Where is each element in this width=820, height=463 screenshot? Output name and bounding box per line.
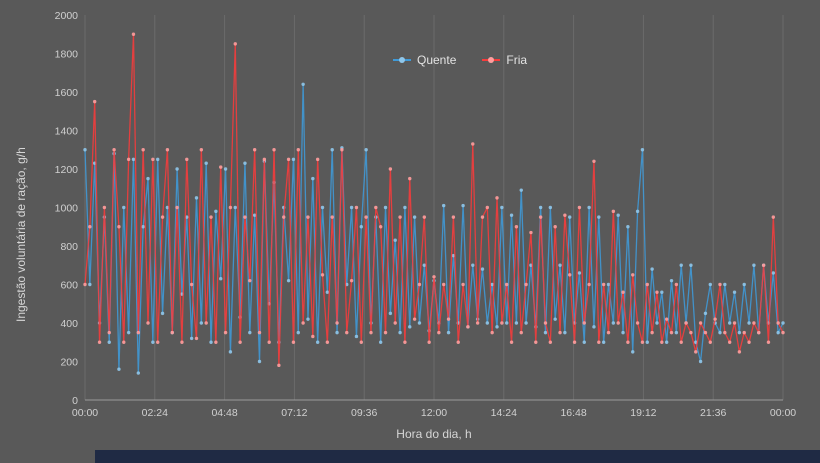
x-axis-title: Hora do dia, h — [396, 427, 472, 441]
svg-text:200: 200 — [60, 357, 78, 369]
svg-text:07:12: 07:12 — [281, 407, 307, 419]
svg-text:02:24: 02:24 — [142, 407, 168, 419]
legend-line-quente-icon — [393, 57, 411, 63]
svg-text:12:00: 12:00 — [421, 407, 447, 419]
legend-marker-quente-icon — [399, 57, 405, 63]
legend-line-fria-icon — [482, 57, 501, 63]
svg-text:19:12: 19:12 — [630, 407, 656, 419]
svg-text:21:36: 21:36 — [700, 407, 726, 419]
svg-text:04:48: 04:48 — [211, 407, 237, 419]
svg-text:600: 600 — [60, 280, 78, 292]
svg-text:00:00: 00:00 — [72, 407, 98, 419]
svg-text:400: 400 — [60, 318, 78, 330]
svg-text:1200: 1200 — [55, 164, 79, 176]
legend-label-fria: Fria — [506, 53, 528, 67]
y-tick-labels: 0 200 400 600 800 1000 1200 1400 1600 1800 2000 — [55, 10, 79, 407]
legend: Quente Fria — [393, 53, 527, 67]
svg-text:0: 0 — [72, 395, 78, 407]
svg-text:16:48: 16:48 — [560, 407, 586, 419]
svg-text:1600: 1600 — [55, 87, 79, 99]
gridlines — [84, 15, 784, 400]
svg-text:800: 800 — [60, 241, 78, 253]
svg-text:00:00: 00:00 — [770, 407, 796, 419]
svg-text:14:24: 14:24 — [491, 407, 517, 419]
svg-text:1000: 1000 — [55, 203, 79, 215]
svg-text:1400: 1400 — [55, 126, 79, 138]
data-points-fria — [83, 32, 785, 368]
x-tick-labels: 00:00 02:24 04:48 07:12 09:36 12:00 14:24 16:48… — [72, 407, 796, 419]
legend-label-quente: Quente — [417, 53, 457, 67]
legend-marker-fria-icon — [488, 57, 495, 63]
svg-text:2000: 2000 — [55, 10, 79, 22]
svg-text:09:36: 09:36 — [351, 407, 377, 419]
legend-item-quente[interactable]: Quente — [393, 53, 456, 67]
y-axis-title: Ingestão voluntária de ração, g/h — [14, 147, 28, 322]
bottom-bar — [95, 450, 820, 463]
legend-item-fria[interactable]: Fria — [482, 53, 527, 67]
svg-text:1800: 1800 — [55, 49, 79, 61]
